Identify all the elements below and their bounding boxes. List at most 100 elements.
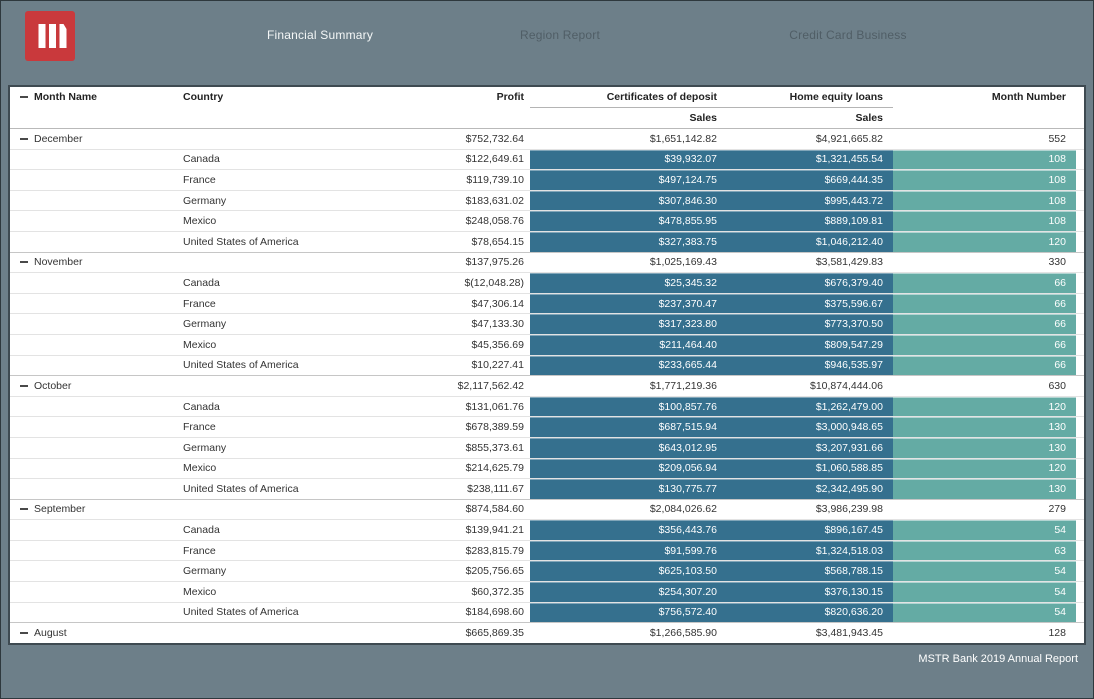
cell-profit: $47,133.30 xyxy=(330,314,530,334)
table-row[interactable]: France$283,815.79$91,599.76$1,324,518.03… xyxy=(10,540,1084,561)
column-header-home-equity-loans[interactable]: Home equity loans xyxy=(727,87,893,108)
cell-profit: $(12,048.28) xyxy=(330,273,530,293)
table-row[interactable]: France$678,389.59$687,515.94$3,000,948.6… xyxy=(10,416,1084,437)
table-row[interactable]: United States of America$10,227.41$233,6… xyxy=(10,355,1084,376)
cell-country: France xyxy=(175,417,330,437)
month-name-label: October xyxy=(34,380,71,392)
grid-right-gutter xyxy=(1076,335,1084,355)
column-header-profit[interactable]: Profit xyxy=(330,87,530,108)
table-row[interactable]: United States of America$78,654.15$327,3… xyxy=(10,231,1084,252)
collapse-icon[interactable] xyxy=(20,261,28,263)
cell-profit: $78,654.15 xyxy=(330,232,530,252)
table-row[interactable]: October$2,117,562.42$1,771,219.36$10,874… xyxy=(10,375,1084,396)
collapse-icon[interactable] xyxy=(20,508,28,510)
column-header-label: Month Name xyxy=(34,91,97,103)
financial-summary-grid: Month Name Country Profit Certificates o… xyxy=(8,85,1086,645)
cell-month-name xyxy=(10,479,175,499)
table-row[interactable]: Germany$183,631.02$307,846.30$995,443.72… xyxy=(10,190,1084,211)
table-row[interactable]: Mexico$214,625.79$209,056.94$1,060,588.8… xyxy=(10,458,1084,479)
table-row[interactable]: Mexico$45,356.69$211,464.40$809,547.2966 xyxy=(10,334,1084,355)
month-name-label: December xyxy=(34,133,82,145)
collapse-icon[interactable] xyxy=(20,385,28,387)
column-header-month-number[interactable]: Month Number xyxy=(893,87,1076,108)
cell-country: United States of America xyxy=(175,232,330,252)
subheader-cd-sales[interactable]: Sales xyxy=(530,108,727,129)
cell-cd-sales: $1,025,169.43 xyxy=(530,253,727,273)
table-row[interactable]: November$137,975.26$1,025,169.43$3,581,4… xyxy=(10,252,1084,273)
grid-right-gutter xyxy=(1076,623,1084,643)
column-header-month-name[interactable]: Month Name xyxy=(10,87,175,108)
table-row[interactable]: Germany$205,756.65$625,103.50$568,788.15… xyxy=(10,560,1084,581)
cell-month-number: 66 xyxy=(893,273,1076,293)
table-row[interactable]: Canada$139,941.21$356,443.76$896,167.455… xyxy=(10,519,1084,540)
cell-cd-sales: $497,124.75 xyxy=(530,170,727,190)
table-row[interactable]: France$47,306.14$237,370.47$375,596.6766 xyxy=(10,293,1084,314)
column-header-country[interactable]: Country xyxy=(175,87,330,108)
cell-country: Mexico xyxy=(175,335,330,355)
cell-hel-sales: $773,370.50 xyxy=(727,314,893,334)
grid-right-gutter xyxy=(1076,459,1084,479)
cell-cd-sales: $130,775.77 xyxy=(530,479,727,499)
table-row[interactable]: September$874,584.60$2,084,026.62$3,986,… xyxy=(10,499,1084,520)
cell-hel-sales: $3,481,943.45 xyxy=(727,623,893,643)
cell-cd-sales: $254,307.20 xyxy=(530,582,727,602)
table-row[interactable]: Germany$855,373.61$643,012.95$3,207,931.… xyxy=(10,437,1084,458)
cell-cd-sales: $687,515.94 xyxy=(530,417,727,437)
cell-cd-sales: $233,665.44 xyxy=(530,356,727,376)
column-header-certificates-of-deposit[interactable]: Certificates of deposit xyxy=(530,87,727,108)
cell-country xyxy=(175,376,330,396)
table-row[interactable]: Canada$122,649.61$39,932.07$1,321,455.54… xyxy=(10,149,1084,170)
grid-right-gutter xyxy=(1076,294,1084,314)
cell-month-number: 54 xyxy=(893,561,1076,581)
collapse-icon[interactable] xyxy=(20,96,28,98)
dashboard-screen: Financial Summary Region Report Credit C… xyxy=(0,0,1094,699)
cell-country: France xyxy=(175,294,330,314)
cell-profit: $184,698.60 xyxy=(330,603,530,623)
cell-month-name xyxy=(10,150,175,170)
grid-right-gutter xyxy=(1076,417,1084,437)
cell-profit: $678,389.59 xyxy=(330,417,530,437)
cell-month-name xyxy=(10,459,175,479)
table-row[interactable]: December$752,732.64$1,651,142.82$4,921,6… xyxy=(10,129,1084,149)
table-row[interactable]: Canada$131,061.76$100,857.76$1,262,479.0… xyxy=(10,396,1084,417)
tab-credit-card-business[interactable]: Credit Card Business xyxy=(789,28,906,42)
table-row[interactable]: Mexico$248,058.76$478,855.95$889,109.811… xyxy=(10,210,1084,231)
grid-right-gutter xyxy=(1076,232,1084,252)
cell-month-number: 130 xyxy=(893,479,1076,499)
table-row[interactable]: France$119,739.10$497,124.75$669,444.351… xyxy=(10,169,1084,190)
cell-month-number: 108 xyxy=(893,211,1076,231)
cell-month-number: 108 xyxy=(893,170,1076,190)
table-row[interactable]: United States of America$238,111.67$130,… xyxy=(10,478,1084,499)
cell-cd-sales: $1,651,142.82 xyxy=(530,129,727,149)
table-row[interactable]: United States of America$184,698.60$756,… xyxy=(10,602,1084,623)
grid-header: Month Name Country Profit Certificates o… xyxy=(10,87,1084,129)
cell-hel-sales: $946,535.97 xyxy=(727,356,893,376)
cell-hel-sales: $1,324,518.03 xyxy=(727,541,893,561)
subheader-hel-sales[interactable]: Sales xyxy=(727,108,893,129)
cell-hel-sales: $889,109.81 xyxy=(727,211,893,231)
collapse-icon[interactable] xyxy=(20,138,28,140)
grid-right-gutter xyxy=(1076,253,1084,273)
grid-right-gutter xyxy=(1076,108,1084,129)
cell-month-number: 66 xyxy=(893,356,1076,376)
cell-hel-sales: $1,321,455.54 xyxy=(727,150,893,170)
collapse-icon[interactable] xyxy=(20,632,28,634)
cell-month-number: 279 xyxy=(893,500,1076,520)
cell-month-name xyxy=(10,314,175,334)
cell-country: Germany xyxy=(175,191,330,211)
microstrategy-logo-icon[interactable] xyxy=(25,11,75,61)
table-row[interactable]: Germany$47,133.30$317,323.80$773,370.506… xyxy=(10,313,1084,334)
cell-hel-sales: $3,000,948.65 xyxy=(727,417,893,437)
cell-month-number: 54 xyxy=(893,582,1076,602)
table-row[interactable]: Canada$(12,048.28)$25,345.32$676,379.406… xyxy=(10,272,1084,293)
grid-right-gutter xyxy=(1076,397,1084,417)
grid-right-gutter xyxy=(1076,603,1084,623)
tab-region-report[interactable]: Region Report xyxy=(520,28,600,42)
cell-hel-sales: $809,547.29 xyxy=(727,335,893,355)
cell-cd-sales: $39,932.07 xyxy=(530,150,727,170)
table-row[interactable]: August$665,869.35$1,266,585.90$3,481,943… xyxy=(10,622,1084,643)
tab-financial-summary[interactable]: Financial Summary xyxy=(267,28,373,42)
table-row[interactable]: Mexico$60,372.35$254,307.20$376,130.1554 xyxy=(10,581,1084,602)
cell-hel-sales: $896,167.45 xyxy=(727,520,893,540)
grid-right-gutter xyxy=(1076,129,1084,149)
